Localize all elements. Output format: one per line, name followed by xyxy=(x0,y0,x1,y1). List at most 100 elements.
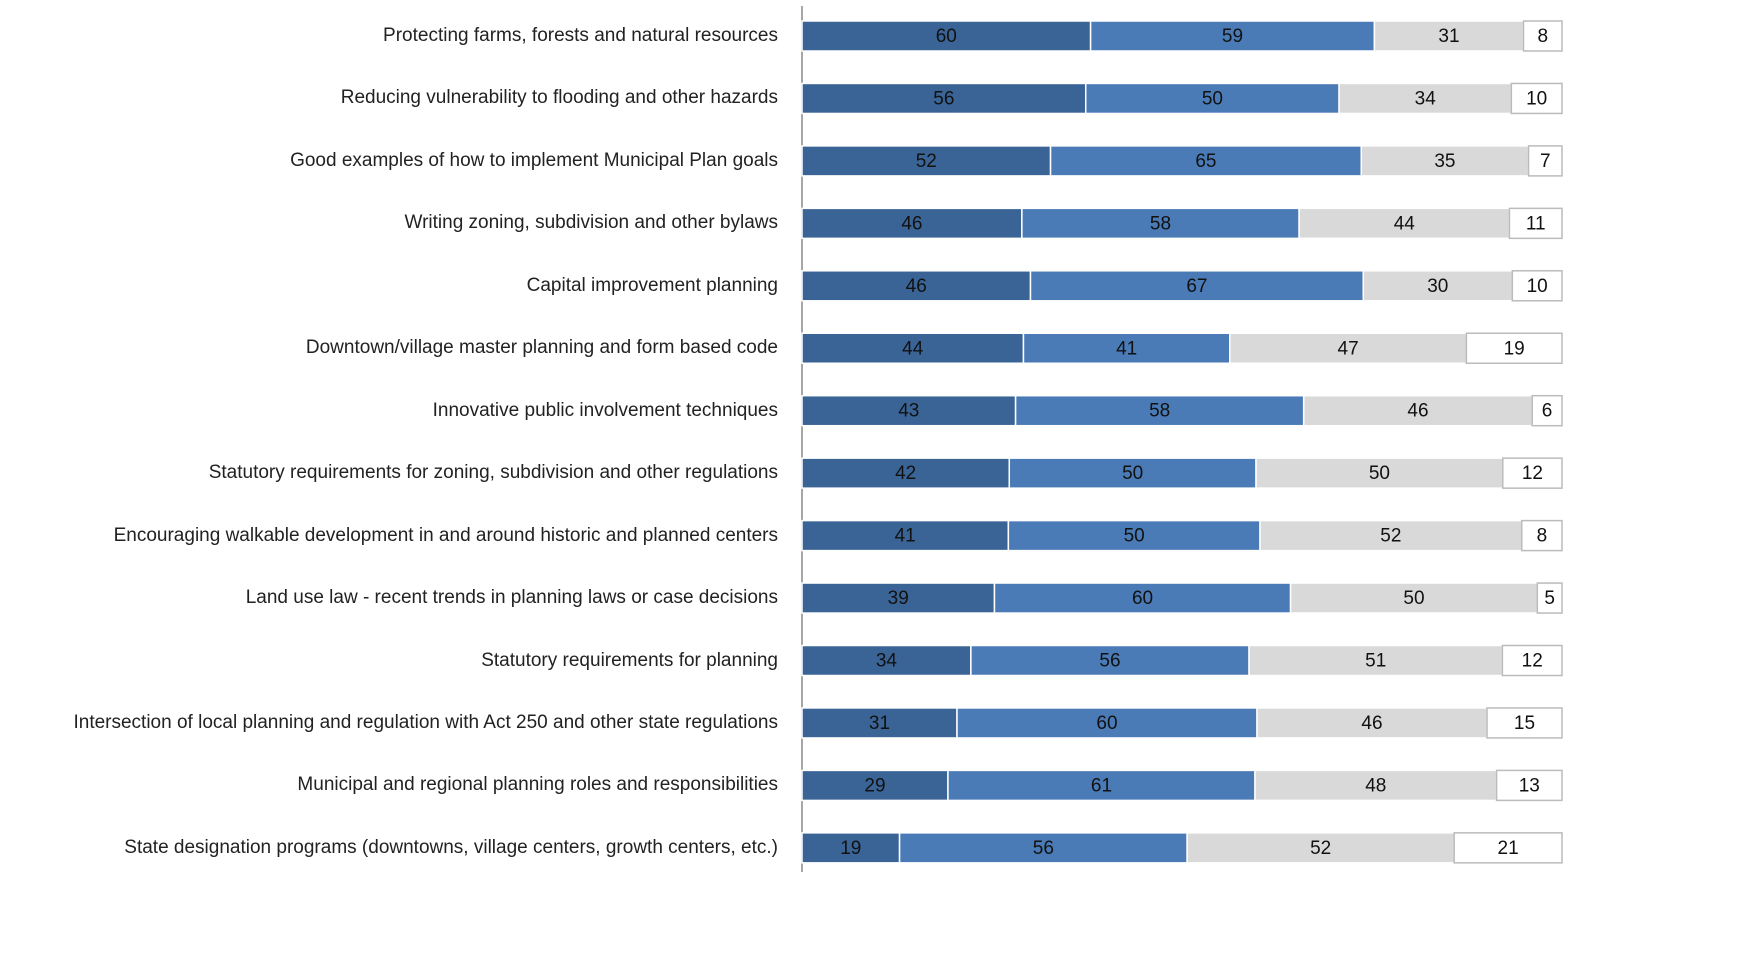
data-label: 46 xyxy=(906,276,927,297)
category-label-row: Capital improvement planning xyxy=(0,272,778,300)
data-label: 46 xyxy=(901,213,922,234)
bar-segment xyxy=(801,20,1092,52)
bar-segment xyxy=(1486,707,1563,739)
data-label: 44 xyxy=(902,338,924,359)
data-label: 13 xyxy=(1519,775,1540,796)
category-label: Capital improvement planning xyxy=(526,274,778,296)
bar-segment xyxy=(1255,457,1504,489)
category-label: Writing zoning, subdivision and other by… xyxy=(404,212,778,234)
data-label: 19 xyxy=(840,838,861,859)
category-label-row: Municipal and regional planning roles an… xyxy=(0,771,778,799)
data-label: 51 xyxy=(1365,651,1386,672)
category-label: Good examples of how to implement Munici… xyxy=(290,149,778,171)
bar-segment xyxy=(1029,270,1365,302)
category-label: Reducing vulnerability to flooding and o… xyxy=(340,87,778,109)
bar-segment xyxy=(801,145,1052,177)
bar-segment xyxy=(801,270,1032,302)
data-label: 39 xyxy=(888,588,909,609)
data-label: 31 xyxy=(869,713,890,734)
data-label: 46 xyxy=(1361,713,1382,734)
data-label: 60 xyxy=(936,26,957,47)
category-label: Innovative public involvement techniques xyxy=(432,399,778,421)
bar-segment xyxy=(1248,644,1504,677)
category-label: Land use law - recent trends in planning… xyxy=(245,587,778,609)
data-label: 35 xyxy=(1434,151,1455,172)
bar-segment xyxy=(801,582,996,614)
category-label-row: Statutory requirements for planning xyxy=(0,647,778,675)
bar-segment xyxy=(898,832,1188,864)
data-label: 15 xyxy=(1514,713,1535,734)
category-label: State designation programs (downtowns, v… xyxy=(124,836,778,858)
data-label: 5 xyxy=(1544,588,1555,609)
category-label: Statutory requirements for zoning, subdi… xyxy=(208,462,778,484)
category-label-row: Statutory requirements for zoning, subdi… xyxy=(0,459,778,487)
bar-segment xyxy=(1531,394,1563,427)
data-label: 30 xyxy=(1427,276,1448,297)
bar-segment xyxy=(1536,582,1563,614)
bar-segment xyxy=(956,707,1258,739)
bar-segment xyxy=(801,519,1010,552)
data-label: 8 xyxy=(1537,26,1548,47)
bar-segment xyxy=(1465,332,1563,364)
data-label: 42 xyxy=(895,463,916,484)
bar-segment xyxy=(801,82,1087,115)
bar-segment xyxy=(1259,519,1523,552)
category-label-row: State designation programs (downtowns, v… xyxy=(0,834,778,862)
data-label: 12 xyxy=(1522,463,1543,484)
category-label-row: Intersection of local planning and regul… xyxy=(0,709,778,737)
data-label: 41 xyxy=(1116,338,1137,359)
bar-segment xyxy=(1508,207,1563,240)
category-label-row: Protecting farms, forests and natural re… xyxy=(0,22,778,50)
data-label: 52 xyxy=(1310,838,1331,859)
data-label: 60 xyxy=(1096,713,1117,734)
data-label: 50 xyxy=(1403,588,1424,609)
data-label: 41 xyxy=(895,526,916,547)
category-label: Encouraging walkable development in and … xyxy=(113,524,778,546)
category-labels: Protecting farms, forests and natural re… xyxy=(0,0,778,971)
bar-segment xyxy=(1254,769,1498,802)
bar-segment xyxy=(1049,145,1362,177)
data-label: 50 xyxy=(1369,463,1390,484)
bar-segment xyxy=(1520,519,1563,552)
bar-segment xyxy=(801,207,1023,240)
data-label: 58 xyxy=(1150,213,1171,234)
data-label: 52 xyxy=(1380,526,1401,547)
bar-segment xyxy=(1298,207,1511,240)
bar-segment xyxy=(801,457,1011,489)
bar-segment xyxy=(801,394,1017,427)
data-label: 8 xyxy=(1537,526,1548,547)
bar-segment xyxy=(1453,832,1563,864)
data-label: 12 xyxy=(1522,651,1543,672)
bar-segment xyxy=(1089,20,1376,52)
category-label: Municipal and regional planning roles an… xyxy=(297,774,778,796)
category-label-row: Innovative public involvement techniques xyxy=(0,397,778,425)
data-label: 48 xyxy=(1365,775,1386,796)
data-label: 34 xyxy=(876,651,898,672)
data-label: 52 xyxy=(916,151,937,172)
category-label-row: Reducing vulnerability to flooding and o… xyxy=(0,84,778,112)
data-label: 56 xyxy=(1099,651,1120,672)
data-label: 34 xyxy=(1415,88,1437,109)
bar-segment xyxy=(1510,82,1563,115)
category-label-row: Land use law - recent trends in planning… xyxy=(0,584,778,612)
category-label: Intersection of local planning and regul… xyxy=(73,711,778,733)
data-label: 60 xyxy=(1132,588,1153,609)
bar-segment xyxy=(801,644,972,677)
data-label: 59 xyxy=(1222,26,1243,47)
bar-segment xyxy=(1511,270,1563,302)
data-label: 44 xyxy=(1394,213,1416,234)
data-label: 7 xyxy=(1540,151,1551,172)
data-label: 31 xyxy=(1438,26,1459,47)
bar-segment xyxy=(1495,769,1563,802)
data-label: 19 xyxy=(1504,338,1525,359)
data-label: 50 xyxy=(1124,526,1145,547)
bar-segment xyxy=(1186,832,1455,864)
bar-segment xyxy=(1022,332,1231,364)
category-label: Downtown/village master planning and for… xyxy=(305,337,778,359)
data-label: 29 xyxy=(864,775,885,796)
data-label: 65 xyxy=(1195,151,1216,172)
data-label: 10 xyxy=(1527,276,1548,297)
data-label: 50 xyxy=(1202,88,1223,109)
